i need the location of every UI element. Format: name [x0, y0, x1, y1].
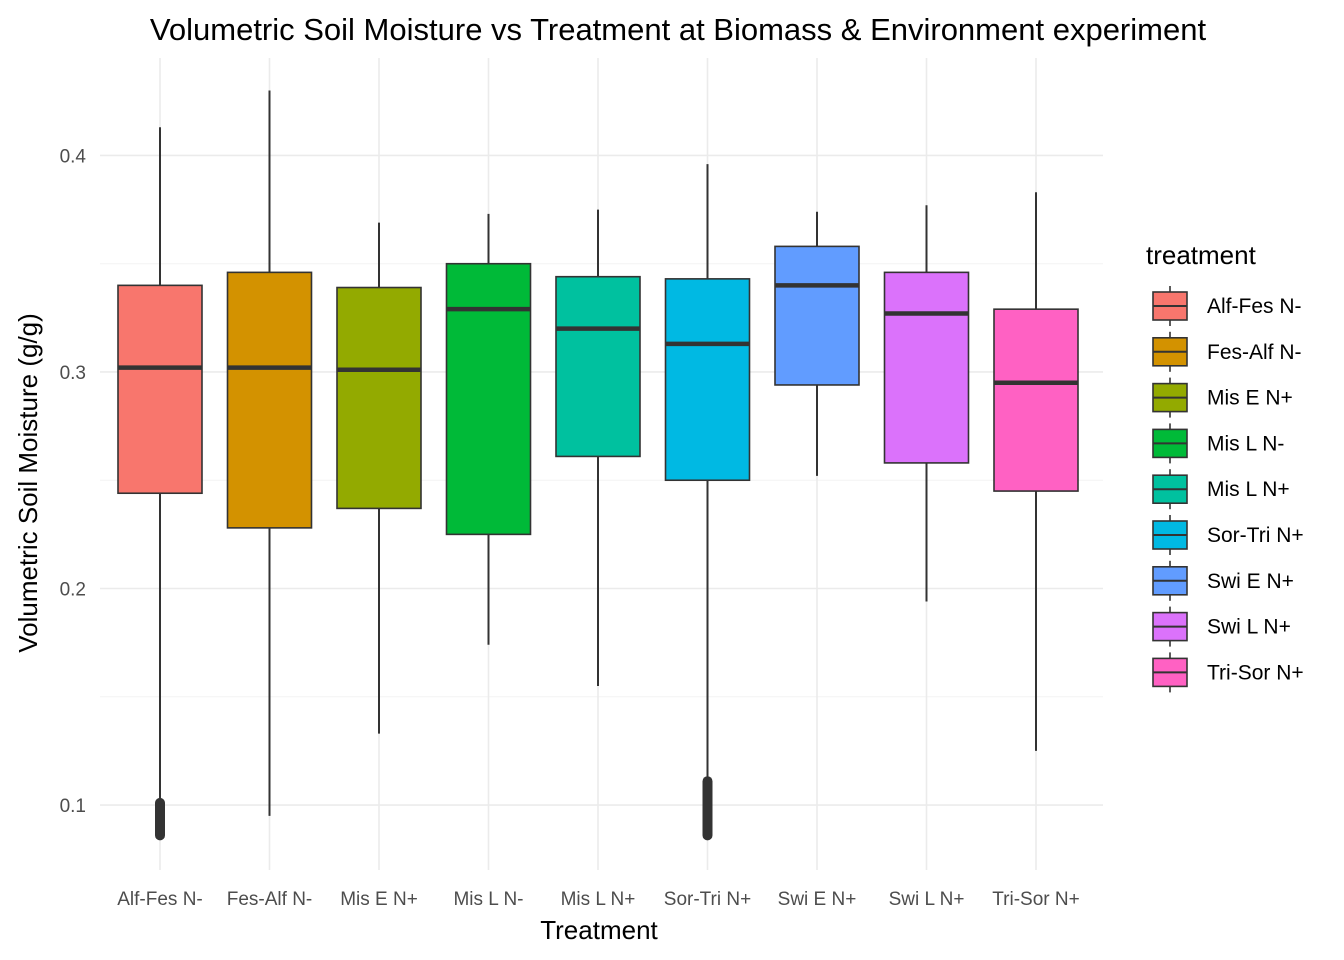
legend-item: Mis E N+	[1152, 377, 1293, 418]
box-iqr	[445, 262, 532, 536]
legend-item: Fes-Alf N-	[1152, 331, 1302, 372]
x-axis: Alf-Fes N- Fes-Alf N- Mis E N+ Mis L N- Mis …	[117, 889, 1079, 910]
box-swi-l-n-	[883, 205, 970, 602]
legend-label: Swi E N+	[1207, 570, 1294, 593]
legend-label: Alf-Fes N-	[1207, 295, 1302, 318]
x-tick-label: Mis L N-	[453, 889, 523, 910]
legend-label: Mis E N+	[1207, 387, 1293, 410]
box-tri-sor-n-	[993, 192, 1079, 751]
box-iqr	[664, 278, 751, 482]
box-swi-e-n-	[774, 211, 860, 476]
x-tick-label: Fes-Alf N-	[227, 889, 313, 910]
legend-item: Swi L N+	[1152, 606, 1291, 647]
x-tick-label: Tri-Sor N+	[992, 889, 1079, 910]
chart-title: Volumetric Soil Moisture vs Treatment at…	[150, 12, 1207, 47]
legend-label: Swi L N+	[1207, 616, 1291, 639]
x-tick-label: Mis L N+	[561, 889, 636, 910]
box-plots	[117, 90, 1079, 841]
box-alf-fes-n-	[117, 127, 203, 841]
legend: treatment Alf-Fes N- Fes-Alf N- Mis E N+ Mi…	[1146, 240, 1304, 693]
y-tick-label: 0.2	[60, 580, 86, 601]
box-fes-alf-n-	[226, 90, 313, 816]
legend-item: Tri-Sor N+	[1152, 652, 1304, 693]
x-tick-label: Swi L N+	[889, 889, 965, 910]
y-axis-title: Volumetric Soil Moisture (g/g)	[13, 313, 43, 653]
y-axis: 0.1 0.2 0.3 0.4	[60, 146, 87, 817]
box-iqr	[774, 245, 860, 386]
box-sor-tri-n-	[664, 164, 751, 841]
legend-label: Fes-Alf N-	[1207, 341, 1302, 364]
box-iqr	[336, 286, 422, 510]
legend-item: Mis L N+	[1152, 469, 1290, 510]
legend-label: Mis L N-	[1207, 432, 1284, 455]
y-tick-label: 0.1	[60, 796, 86, 817]
y-tick-label: 0.4	[60, 146, 87, 167]
x-tick-label: Mis E N+	[340, 889, 418, 910]
box-iqr	[117, 284, 203, 495]
x-tick-label: Sor-Tri N+	[664, 889, 751, 910]
box-iqr	[226, 271, 313, 529]
legend-item: Alf-Fes N-	[1152, 286, 1302, 326]
box-mis-l-n-	[445, 213, 532, 645]
x-tick-label: Alf-Fes N-	[117, 889, 203, 910]
legend-label: Sor-Tri N+	[1207, 524, 1304, 547]
box-mis-e-n-	[336, 222, 422, 734]
legend-item: Sor-Tri N+	[1152, 515, 1304, 555]
box-iqr	[555, 275, 641, 458]
x-tick-label: Swi E N+	[778, 889, 857, 910]
box-iqr	[883, 271, 970, 464]
y-tick-label: 0.3	[60, 363, 86, 384]
legend-label: Tri-Sor N+	[1207, 661, 1304, 684]
legend-title: treatment	[1146, 240, 1257, 270]
x-axis-title: Treatment	[540, 915, 658, 945]
legend-item: Mis L N-	[1152, 423, 1284, 464]
legend-item: Swi E N+	[1152, 560, 1294, 601]
box-mis-l-n-	[555, 209, 641, 686]
legend-label: Mis L N+	[1207, 478, 1290, 501]
box-iqr	[993, 308, 1079, 492]
